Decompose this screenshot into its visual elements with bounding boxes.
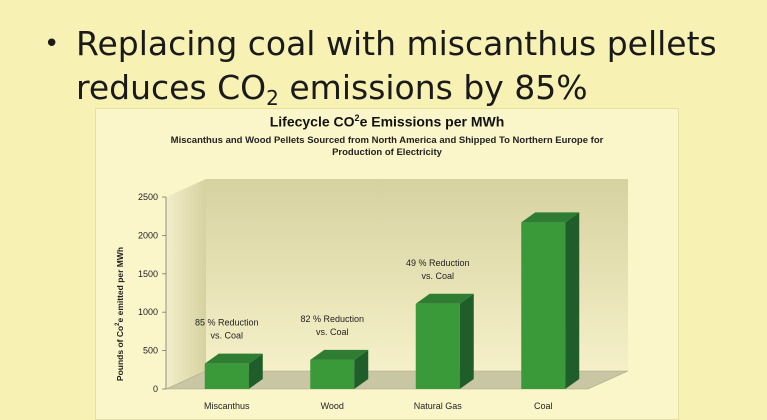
bar-top (310, 349, 369, 360)
bullet-line-2-sub: 2 (266, 86, 279, 110)
bar-top (415, 293, 474, 304)
bullet-line-1: Replacing coal with miscanthus pellets (76, 24, 717, 63)
bar-front (521, 222, 566, 389)
bar-annotation-line-1: 85 % Reduction (195, 318, 259, 328)
bullet-line-2-post: emissions by 85% (278, 68, 588, 107)
chart-subtitle: Miscanthus and Wood Pellets Sourced from… (136, 135, 638, 159)
bar-annotation-line-1: 82 % Reduction (300, 314, 364, 324)
x-category-label: Wood (321, 401, 344, 411)
chart-title-sup: 2 (354, 113, 360, 123)
chart-title: Lifecycle CO2e Emissions per MWh (96, 113, 678, 130)
chart-plot: 0 500 1000 1500 2000 2500 Miscanthus 85 % Reduc… (138, 179, 629, 411)
x-category-label: Coal (534, 401, 553, 411)
bar-side (354, 349, 369, 389)
chart-frame: Lifecycle CO2e Emissions per MWh Miscant… (95, 108, 679, 420)
bullet-dot: • (44, 29, 60, 59)
bar-top (521, 212, 580, 223)
chart-subtitle-line-2: Production of Electricity (332, 147, 442, 158)
bar-side (459, 293, 474, 389)
bar-side (565, 212, 580, 389)
bar-front (415, 303, 460, 389)
bar-side (248, 353, 263, 389)
x-category-label: Miscanthus (204, 401, 250, 411)
bar-top (204, 353, 263, 364)
bar-annotation-line-2: vs. Coal (421, 271, 454, 281)
chart-title-post: e Emissions per MWh (359, 113, 505, 130)
bar-front (310, 359, 355, 389)
y-tick-label: 2000 (138, 230, 158, 240)
y-tick-label: 1000 (138, 307, 158, 317)
bullet-line-2-pre: reduces CO (76, 68, 267, 107)
bar-annotation-line-2: vs. Coal (316, 327, 349, 337)
x-category-label: Natural Gas (414, 401, 463, 411)
chart-title-pre: Lifecycle CO (269, 113, 355, 130)
y-tick-label: 500 (143, 346, 158, 356)
chart-subtitle-line-1: Miscanthus and Wood Pellets Sourced from… (170, 135, 604, 146)
bar-annotation-line-2: vs. Coal (210, 331, 243, 341)
y-tick-label: 2500 (138, 192, 158, 202)
bar-annotation-line-1: 49 % Reduction (406, 258, 470, 268)
bullet-line-2: reduces CO2 emissions by 85% (76, 66, 588, 120)
chart-left-wall (166, 179, 206, 389)
y-tick-label: 0 (153, 384, 158, 394)
bar-front (204, 363, 249, 389)
y-tick-label: 1500 (138, 269, 158, 279)
